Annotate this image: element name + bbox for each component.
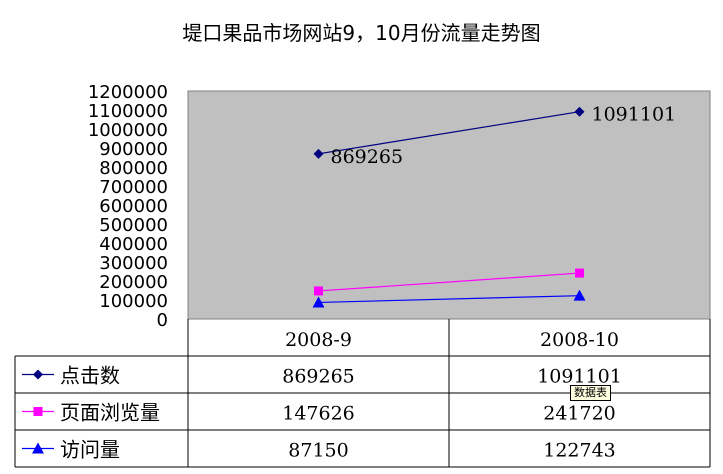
series-line: [318, 295, 580, 304]
legend-key-marker: [33, 369, 43, 380]
category-label: 2008-10: [540, 329, 619, 351]
data-label: 1091101: [592, 104, 677, 126]
data-point-marker: [313, 148, 324, 159]
y-tick-label: 400000: [99, 234, 168, 255]
chart-title: 堤口果品市场网站9，10月份流量走势图: [182, 21, 541, 45]
y-tick-label: 500000: [99, 215, 168, 236]
plot-area: [187, 90, 711, 320]
table-value: 87150: [288, 440, 348, 462]
data-label: 869265: [331, 146, 404, 168]
data-point-marker: [314, 286, 323, 296]
y-tick-label: 1100000: [88, 101, 168, 122]
y-tick-label: 900000: [99, 139, 168, 160]
y-tick-label: 700000: [99, 177, 168, 198]
legend-series-name: 页面浏览量: [60, 401, 160, 425]
legend-series-name: 访问量: [60, 438, 120, 462]
table-value: 147626: [282, 403, 355, 425]
category-label: 2008-9: [285, 329, 352, 351]
data-table-tooltip: 数据表: [570, 385, 611, 401]
y-tick-label: 1000000: [88, 120, 168, 141]
data-point-marker: [312, 296, 325, 308]
data-point-marker: [574, 106, 585, 117]
legend-key-marker: [33, 407, 43, 416]
table-value: 869265: [282, 366, 355, 388]
legend-key-marker: [32, 442, 44, 454]
y-tick-label: 1200000: [88, 82, 168, 103]
table-value: 241720: [543, 403, 616, 425]
y-tick-label: 300000: [99, 253, 168, 274]
table-value: 122743: [543, 440, 616, 462]
data-point-marker: [573, 289, 586, 301]
y-tick-label: 800000: [99, 158, 168, 179]
y-tick-label: 0: [157, 310, 168, 331]
series-line: [318, 111, 580, 155]
y-tick-label: 600000: [99, 196, 168, 217]
legend-series-name: 点击数: [60, 364, 120, 388]
table-value: 1091101: [537, 366, 622, 388]
y-tick-label: 100000: [99, 291, 168, 312]
data-point-marker: [575, 268, 584, 278]
y-tick-label: 200000: [99, 272, 168, 293]
series-line: [318, 272, 580, 292]
